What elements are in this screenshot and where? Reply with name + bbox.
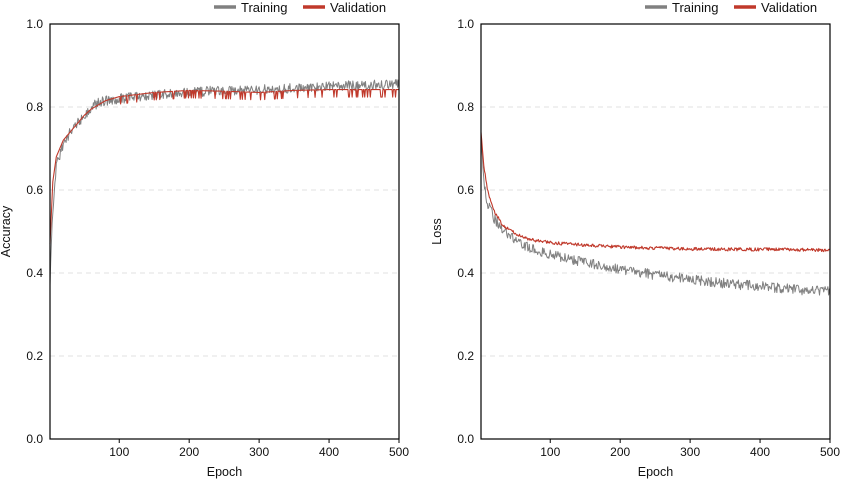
y-tick-label: 0.8 — [457, 100, 474, 114]
x-tick-label: 400 — [750, 445, 770, 459]
legend-label-validation: Validation — [761, 0, 817, 15]
series-line-validation — [49, 89, 399, 244]
y-axis-title: Loss — [430, 218, 444, 244]
legend: Training Validation — [214, 0, 386, 15]
legend-label-validation: Validation — [330, 0, 386, 15]
series-line-training — [480, 136, 831, 296]
y-tick-label: 1.0 — [26, 17, 43, 31]
y-tick-label: 0.2 — [26, 349, 43, 363]
x-tick-label: 500 — [389, 445, 409, 459]
x-tick-label: 300 — [249, 445, 269, 459]
series-line-validation — [480, 132, 831, 253]
y-tick-label: 0.4 — [26, 266, 43, 280]
y-tick-label: 0.2 — [457, 349, 474, 363]
x-tick-label: 200 — [179, 445, 199, 459]
x-tick-label: 200 — [610, 445, 630, 459]
accuracy-chart: Training Validation Accuracy Epoch 0.0 0.… — [0, 0, 409, 479]
y-tick-label: 0.0 — [457, 432, 474, 446]
x-tick-label: 100 — [540, 445, 560, 459]
y-tick-label: 0.8 — [26, 100, 43, 114]
y-axis-title: Accuracy — [0, 205, 13, 257]
x-tick-label: 100 — [109, 445, 129, 459]
series-line-training — [49, 79, 400, 286]
loss-chart: Training Validation Loss Epoch 0.0 0.2 0.4… — [430, 0, 840, 479]
y-tick-label: 0.6 — [457, 183, 474, 197]
x-axis-title: Epoch — [638, 465, 673, 479]
y-tick-label: 0.0 — [26, 432, 43, 446]
plot-frame — [480, 23, 831, 440]
plot-frame — [49, 23, 400, 440]
y-tick-label: 0.6 — [26, 183, 43, 197]
legend: Training Validation — [645, 0, 817, 15]
y-tick-label: 1.0 — [457, 17, 474, 31]
x-tick-label: 300 — [680, 445, 700, 459]
x-axis-title: Epoch — [207, 465, 242, 479]
x-tick-label: 500 — [820, 445, 840, 459]
legend-label-training: Training — [672, 0, 718, 15]
x-tick-label: 400 — [319, 445, 339, 459]
legend-label-training: Training — [241, 0, 287, 15]
y-tick-label: 0.4 — [457, 266, 474, 280]
